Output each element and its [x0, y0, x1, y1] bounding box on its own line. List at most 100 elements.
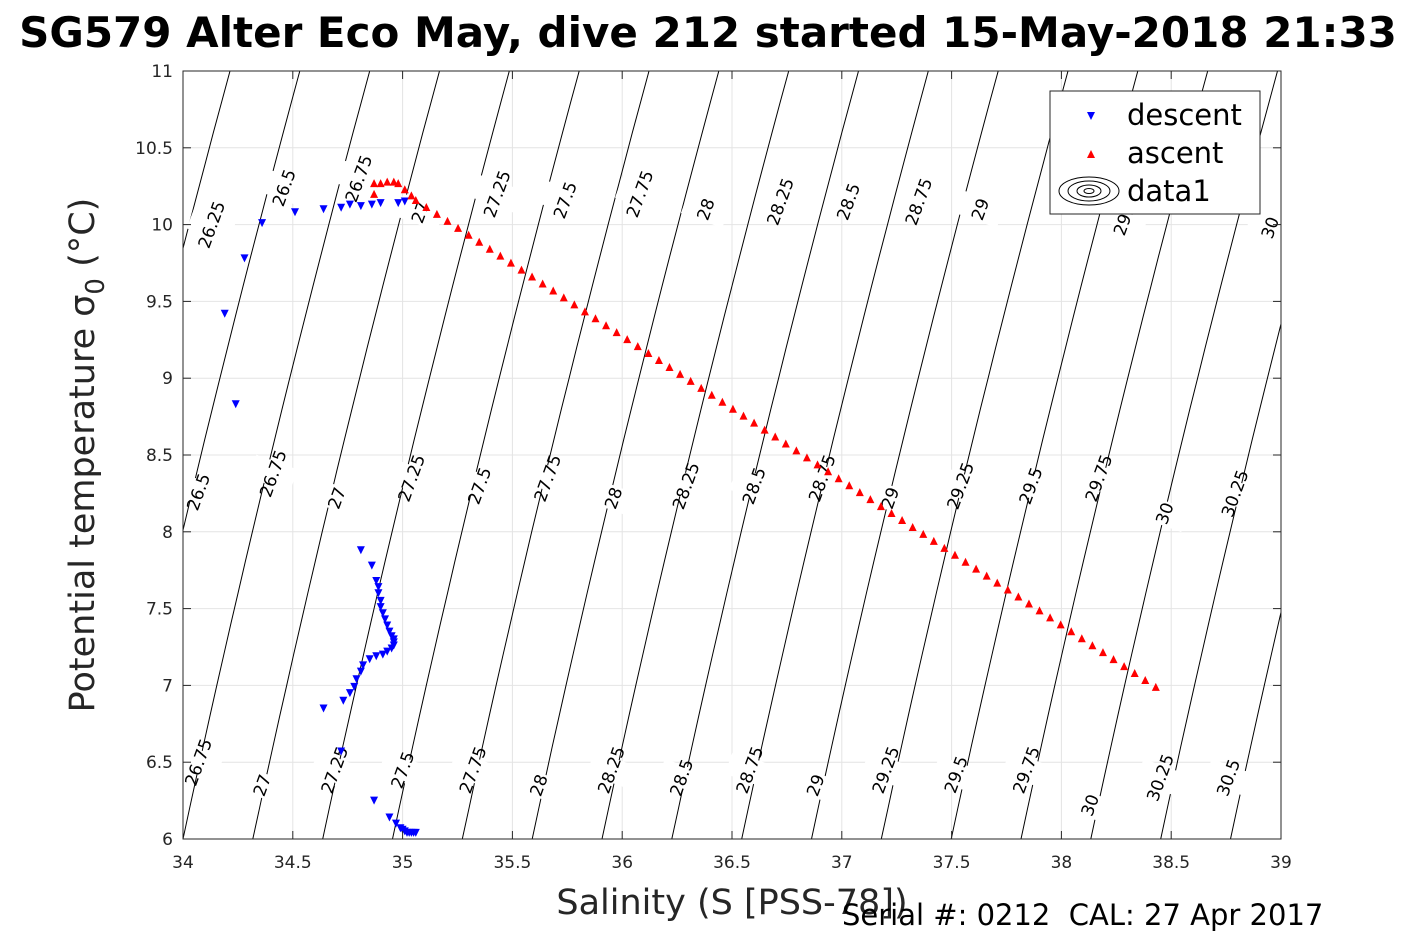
isopycnal-line	[461, 71, 650, 839]
contour-label-background	[448, 751, 498, 789]
descent-point	[356, 667, 365, 676]
ascent-point	[1003, 585, 1012, 594]
contour-label-background	[797, 459, 847, 497]
x-tick-label: 35.5	[493, 853, 531, 873]
y-tick-label: 6.5	[146, 753, 173, 773]
contour-label-background	[259, 168, 309, 207]
contour-label-background	[1073, 459, 1124, 497]
contour-label-background	[724, 751, 775, 789]
legend-box	[1049, 90, 1261, 215]
ascent-point	[781, 439, 790, 448]
contour-label-background	[1203, 758, 1254, 797]
contour-label-background	[183, 743, 224, 782]
ascent-point	[1067, 627, 1076, 636]
descent-point	[394, 199, 403, 208]
isopycnal-line	[1229, 610, 1281, 839]
descent-point	[231, 400, 240, 409]
contour-label-background	[513, 766, 564, 805]
x-tick-label: 37.5	[933, 853, 971, 873]
contour-label-background	[248, 454, 298, 493]
contour-label-background	[311, 479, 362, 517]
descent-point	[319, 205, 328, 214]
contour-label-background	[1210, 474, 1260, 513]
descent-point	[367, 200, 376, 209]
isopycnal-line	[252, 71, 441, 839]
descent-point	[372, 652, 381, 661]
contour-label-background	[661, 466, 711, 505]
ascent-point	[383, 177, 392, 186]
ascent-point	[1151, 682, 1160, 691]
ascent-point	[432, 209, 441, 218]
ascent-point	[475, 237, 484, 246]
y-tick-label: 7	[162, 676, 173, 696]
ascent-point	[602, 321, 611, 330]
ascent-point	[464, 230, 473, 239]
legend-ascent-label: ascent	[1127, 136, 1223, 170]
contour-label-background	[333, 159, 384, 198]
ascent-point	[1120, 662, 1129, 671]
ascent-point	[1109, 655, 1118, 664]
ascent-point	[824, 467, 833, 476]
descent-point	[387, 644, 396, 653]
ascent-point	[686, 376, 695, 385]
x-tick-label: 38.5	[1152, 853, 1190, 873]
x-tick-label: 34	[172, 853, 194, 873]
ascent-point	[961, 557, 970, 566]
isopycnal-line	[601, 71, 790, 839]
descent-point	[374, 589, 383, 598]
ascent-point	[940, 543, 949, 552]
contour-label-background	[614, 175, 665, 213]
ascent-point	[972, 564, 981, 573]
ascent-point	[887, 509, 896, 518]
descent-point	[381, 615, 390, 624]
ascent-point	[750, 418, 759, 427]
ascent-point	[898, 515, 907, 524]
ascent-point	[580, 307, 589, 316]
contour-label-background	[893, 182, 944, 221]
ascent-point	[454, 223, 463, 232]
ascent-point	[739, 411, 748, 420]
ascent-point	[771, 432, 780, 441]
x-tick-label: 39	[1270, 853, 1292, 873]
isopycnal-line	[741, 71, 929, 839]
descent-point	[378, 650, 387, 659]
isopycnal-line	[671, 71, 860, 839]
legend[interactable]: descent ascent data1	[1049, 90, 1261, 215]
contour-label-background	[1135, 758, 1185, 797]
descent-point	[356, 546, 365, 555]
x-tick-label: 34.5	[274, 853, 312, 873]
y-axis-label-space	[63, 267, 103, 278]
ascent-point	[538, 279, 547, 288]
ascent-point	[528, 272, 537, 281]
descent-point	[376, 603, 385, 612]
descent-point	[240, 254, 249, 263]
descent-point	[345, 200, 354, 209]
descent-point	[378, 609, 387, 618]
descent-point	[383, 647, 392, 656]
ascent-point	[612, 328, 621, 337]
descent-point	[385, 813, 394, 822]
legend-data1-contour-icon	[1058, 176, 1120, 206]
isopycnal-line	[391, 71, 580, 839]
contour-label-background	[790, 766, 841, 805]
ascent-point	[718, 397, 727, 406]
isopycnal-line	[880, 71, 1069, 839]
contour-label-background	[680, 190, 731, 229]
isopycnal-line	[183, 71, 231, 251]
x-tick-label: 37	[831, 853, 853, 873]
descent-point	[385, 627, 394, 636]
descent-point	[376, 199, 385, 208]
ascent-point	[496, 251, 505, 260]
ascent-point	[855, 488, 864, 497]
chart-title: SG579 Alter Eco May, dive 212 started 15…	[19, 8, 1397, 57]
contour-label-background	[1245, 208, 1281, 247]
legend-ascent-marker	[1087, 150, 1095, 158]
legend-data1-label: data1	[1127, 174, 1211, 208]
contour-label-background	[729, 466, 779, 505]
contour-label-background	[309, 751, 360, 789]
descent-point	[365, 655, 374, 664]
contour-label-background	[755, 182, 806, 221]
ascent-point	[411, 196, 420, 205]
svg-text:Potential temperature σ0 (°C): Potential temperature σ0 (°C)	[63, 198, 111, 713]
descent-point	[359, 661, 368, 670]
